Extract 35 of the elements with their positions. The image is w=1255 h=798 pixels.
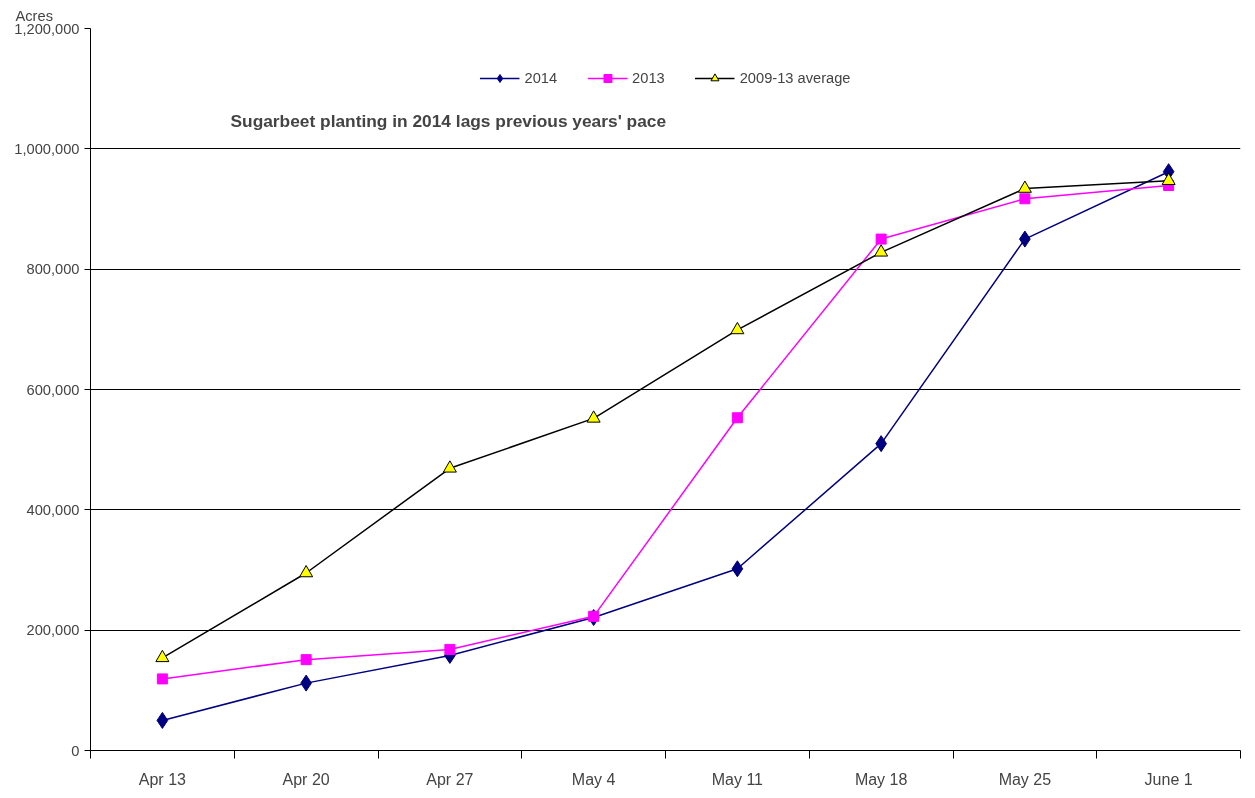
text: Sugarbeet planting in 2014 lags previous years' pace bbox=[230, 110, 667, 131]
legend-label: 2009-13 average bbox=[739, 70, 851, 86]
y-tick-label: 1,000,000 bbox=[14, 140, 80, 157]
legend-label: 2014 bbox=[524, 70, 558, 86]
y-tick-label: 400,000 bbox=[26, 501, 80, 518]
point bbox=[442, 460, 457, 473]
x-tick-label: May 25 bbox=[998, 770, 1052, 788]
x-tick-label: Apr 27 bbox=[426, 770, 474, 788]
point bbox=[730, 321, 745, 335]
point bbox=[874, 244, 889, 257]
x-tick-label: May 11 bbox=[711, 770, 764, 788]
x-tick-label: May 18 bbox=[854, 770, 908, 788]
point bbox=[156, 673, 168, 685]
point bbox=[1019, 193, 1031, 205]
x-tick-label: Apr 13 bbox=[138, 770, 187, 788]
point bbox=[731, 412, 743, 424]
y-tick-label: 800,000 bbox=[26, 261, 80, 278]
point bbox=[1017, 180, 1032, 193]
point bbox=[731, 560, 744, 578]
y-tick-label: 0 bbox=[71, 742, 80, 759]
legend-label: 2013 bbox=[632, 70, 665, 86]
x-tick-label: Apr 20 bbox=[282, 770, 330, 788]
point bbox=[586, 410, 601, 423]
point bbox=[156, 711, 169, 729]
y-tick-label: 200,000 bbox=[26, 622, 80, 639]
point bbox=[444, 643, 456, 655]
point bbox=[1161, 172, 1176, 185]
x-tick-label: May 4 bbox=[571, 770, 616, 788]
x-tick-label: June 1 bbox=[1144, 770, 1193, 788]
point bbox=[299, 565, 314, 578]
point bbox=[155, 649, 170, 663]
point bbox=[588, 610, 600, 622]
y-tick-label: 600,000 bbox=[26, 381, 80, 398]
point bbox=[875, 233, 887, 245]
point bbox=[300, 654, 312, 666]
